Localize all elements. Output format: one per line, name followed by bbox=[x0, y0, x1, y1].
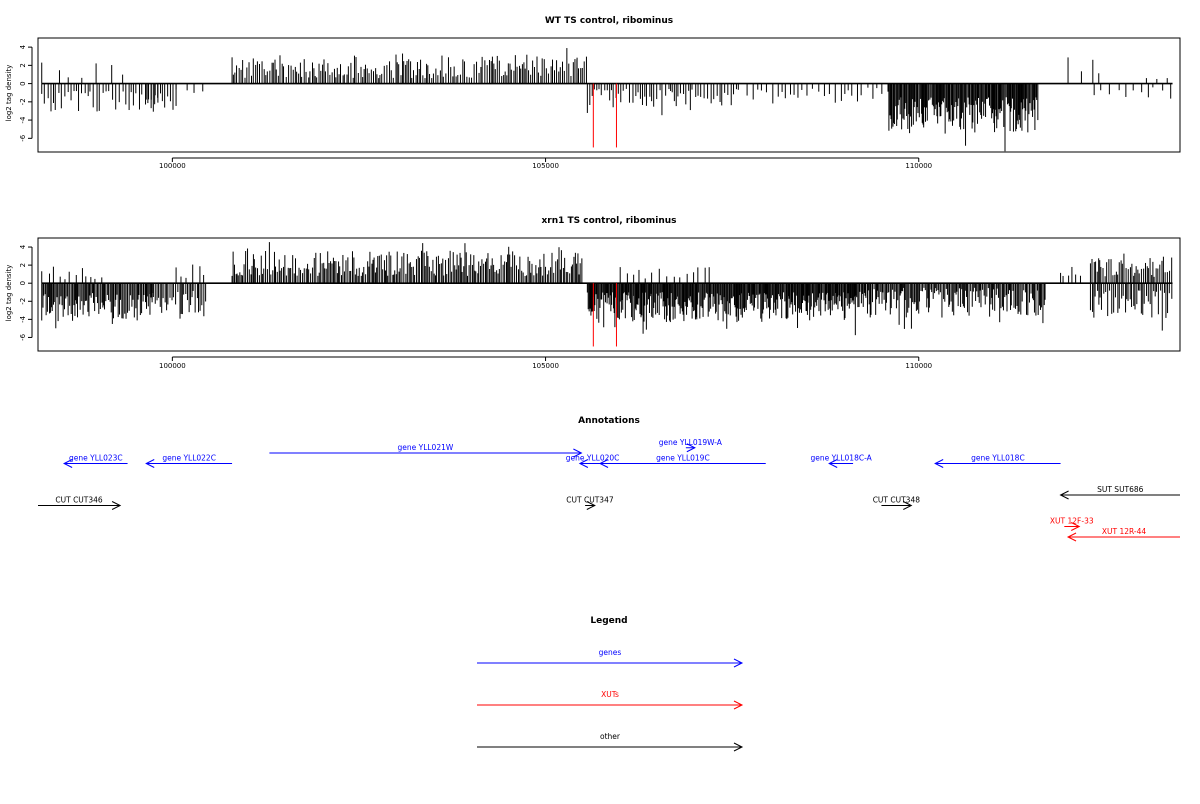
y-tick-label: 0 bbox=[19, 281, 27, 285]
feature-label: gene YLL021W bbox=[397, 443, 453, 452]
feature-arrow-head bbox=[586, 501, 596, 510]
feature-arrow-head bbox=[903, 501, 913, 510]
feature-arrow-head bbox=[828, 459, 838, 468]
legend-arrow-head bbox=[733, 742, 744, 752]
feature-label: CUT CUT346 bbox=[55, 496, 103, 505]
feature-arrow-head bbox=[934, 459, 944, 468]
feature-arrow-head bbox=[1059, 490, 1069, 500]
track-title: WT TS control, ribominus bbox=[545, 16, 673, 26]
feature-arrow-head bbox=[63, 459, 73, 468]
track-title: xrn1 TS control, ribominus bbox=[541, 216, 676, 226]
wt-track-panel: WT TS control, ribominus log2 tag densit… bbox=[5, 16, 1181, 170]
feature-arrow-head bbox=[111, 501, 122, 510]
y-tick-label: -6 bbox=[19, 333, 27, 341]
plot-frame bbox=[37, 37, 1181, 153]
y-tick-label: -2 bbox=[19, 98, 27, 105]
feature-label: SUT SUT686 bbox=[1097, 485, 1144, 494]
y-tick-label: 2 bbox=[19, 263, 27, 267]
x-tick-label: 110000 bbox=[905, 162, 932, 170]
feature-label: gene YLL023C bbox=[69, 454, 123, 463]
feature-arrow-head bbox=[573, 448, 583, 458]
feature-arrow-head bbox=[1066, 532, 1077, 542]
legend-label: XUTs bbox=[601, 690, 619, 699]
legend-label: other bbox=[600, 732, 621, 741]
y-tick-label: -6 bbox=[19, 134, 27, 142]
feature-label: gene YLL019C bbox=[656, 454, 710, 463]
feature-arrow-head bbox=[145, 459, 155, 468]
y-tick-label: -4 bbox=[19, 315, 27, 323]
feature-label: CUT CUT348 bbox=[873, 496, 921, 505]
x-tick-label: 105000 bbox=[532, 362, 559, 370]
y-tick-label: 4 bbox=[19, 44, 27, 49]
feature-arrow-head bbox=[686, 443, 696, 453]
feature-label: XUT 12F-33 bbox=[1050, 517, 1094, 526]
feature-label: gene YLL019W-A bbox=[659, 438, 723, 447]
feature-label: gene YLL018C-A bbox=[810, 454, 872, 463]
x-tick-label: 100000 bbox=[159, 362, 186, 370]
legend-panel: Legend genes XUTs other bbox=[477, 616, 744, 752]
feature-label: gene YLL020C bbox=[566, 454, 620, 463]
y-tick-label: -4 bbox=[19, 116, 27, 124]
legend-title: Legend bbox=[590, 616, 627, 626]
annotations-title: Annotations bbox=[578, 416, 640, 426]
xrn1-track-panel: xrn1 TS control, ribominus log2 tag dens… bbox=[5, 216, 1181, 370]
feature-arrow-head bbox=[1071, 522, 1081, 531]
x-tick-label: 100000 bbox=[159, 162, 186, 170]
x-tick-label: 105000 bbox=[532, 162, 559, 170]
y-tick-label: -2 bbox=[19, 298, 27, 305]
plot-frame bbox=[37, 237, 1181, 352]
y-axis-label: log2 tag density bbox=[5, 65, 13, 122]
feature-label: gene YLL022C bbox=[162, 454, 216, 463]
legend-arrow-head bbox=[733, 658, 744, 668]
y-axis-label: log2 tag density bbox=[5, 265, 13, 322]
legend-arrow-head bbox=[733, 700, 744, 710]
y-tick-label: 2 bbox=[19, 63, 27, 67]
feature-label: gene YLL018C bbox=[971, 454, 1025, 463]
x-tick-label: 110000 bbox=[905, 362, 932, 370]
y-tick-label: 4 bbox=[19, 244, 27, 249]
feature-arrow-head bbox=[578, 459, 589, 468]
annotations-panel: Annotations gene YLL023C gene YLL022C gene… bbox=[38, 416, 1180, 542]
legend-label: genes bbox=[599, 648, 622, 657]
feature-label: CUT CUT347 bbox=[566, 496, 614, 505]
feature-arrow-head bbox=[598, 459, 609, 468]
feature-label: XUT 12R-44 bbox=[1102, 527, 1147, 536]
y-tick-label: 0 bbox=[19, 81, 27, 85]
